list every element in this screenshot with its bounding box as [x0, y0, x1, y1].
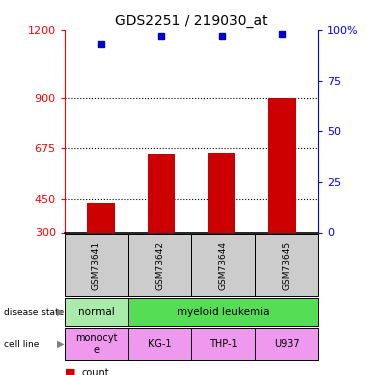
Text: ■: ■: [65, 368, 75, 375]
Bar: [65, 328, 128, 360]
Text: KG-1: KG-1: [148, 339, 172, 349]
Text: monocyt
e: monocyt e: [75, 333, 118, 355]
Bar: [148, 154, 175, 232]
Bar: [65, 298, 128, 326]
Bar: [208, 153, 235, 232]
Text: GSM73645: GSM73645: [282, 241, 291, 290]
Bar: [192, 328, 255, 360]
Text: GSM73642: GSM73642: [155, 241, 164, 290]
Text: ▶: ▶: [57, 339, 65, 349]
Text: GSM73641: GSM73641: [92, 241, 101, 290]
Bar: [192, 234, 255, 296]
Bar: [128, 328, 192, 360]
Text: ▶: ▶: [57, 307, 65, 317]
Text: count: count: [81, 368, 109, 375]
Text: cell line: cell line: [4, 340, 39, 349]
Text: GSM73644: GSM73644: [219, 241, 228, 290]
Bar: [65, 234, 128, 296]
Bar: [128, 234, 192, 296]
Title: GDS2251 / 219030_at: GDS2251 / 219030_at: [115, 13, 268, 28]
Text: U937: U937: [274, 339, 299, 349]
Bar: [128, 298, 318, 326]
Bar: [255, 234, 318, 296]
Text: THP-1: THP-1: [209, 339, 238, 349]
Text: normal: normal: [78, 307, 115, 317]
Bar: [255, 328, 318, 360]
Bar: [268, 98, 296, 232]
Bar: [87, 203, 115, 232]
Text: myeloid leukemia: myeloid leukemia: [177, 307, 269, 317]
Text: disease state: disease state: [4, 308, 64, 316]
